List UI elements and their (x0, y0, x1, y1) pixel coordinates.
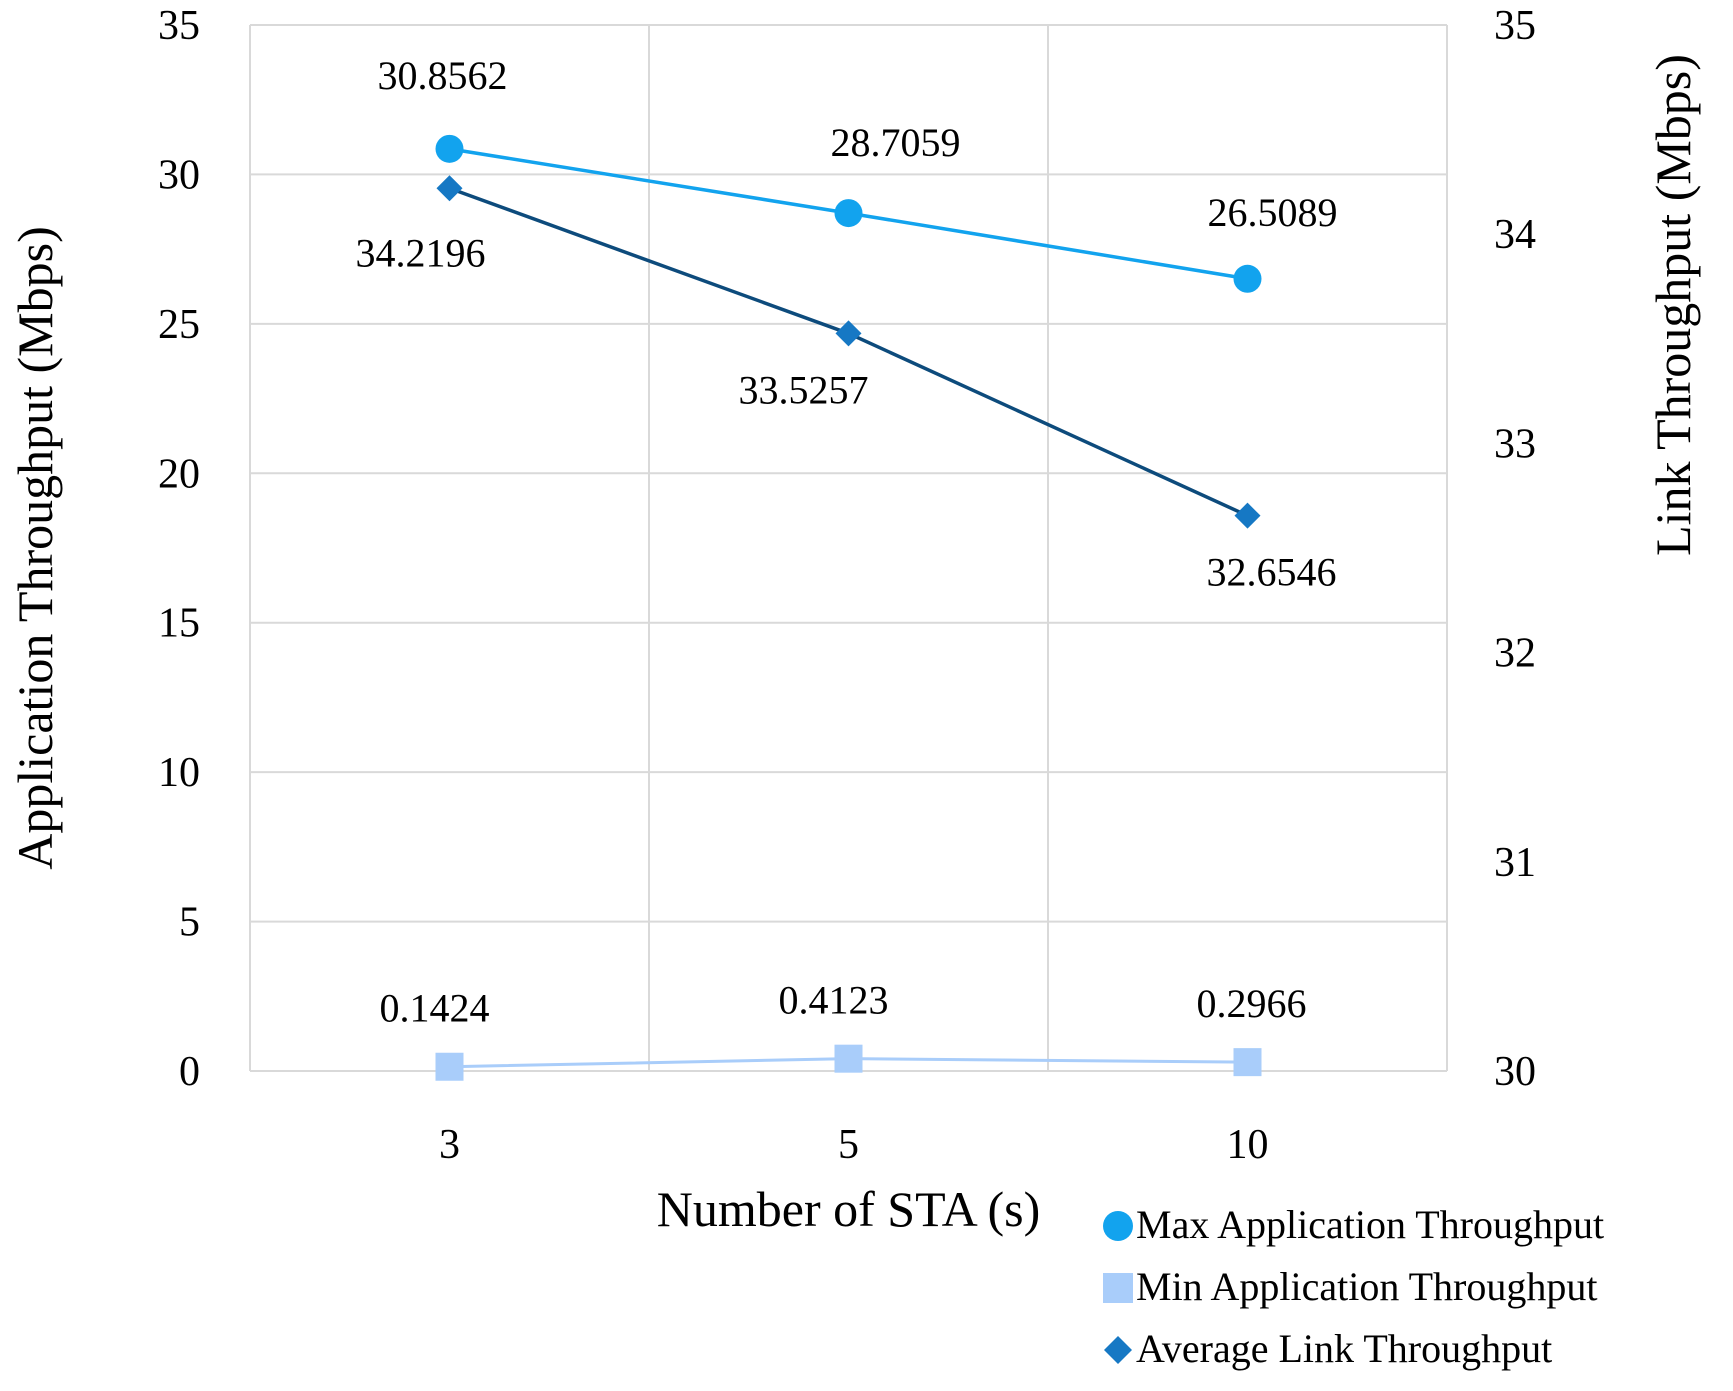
y2-tick-label: 31 (1494, 840, 1536, 886)
data-label: 0.1424 (380, 986, 490, 1031)
data-point-diamond (1234, 502, 1261, 529)
legend-label-max: Max Application Throughput (1136, 1202, 1604, 1247)
data-label: 33.5257 (739, 367, 869, 412)
data-point-circle (834, 199, 863, 228)
legend-item-min: Min Application Throughput (1103, 1264, 1597, 1309)
y2-tick-label: 34 (1494, 212, 1536, 258)
series-line-2 (448, 186, 1249, 518)
markers (435, 134, 1262, 1081)
legend-circle-marker (1103, 1211, 1133, 1241)
data-point-square (834, 1044, 863, 1073)
data-label: 28.7059 (831, 120, 961, 165)
y-tick-label: 30 (158, 152, 200, 198)
data-point-circle (1233, 264, 1262, 293)
data-label: 26.5089 (1208, 190, 1338, 235)
y2-axis-title: Link Throughput (Mbps) (1645, 54, 1701, 556)
y-tick-label: 20 (158, 451, 200, 497)
y-tick-label: 35 (158, 3, 200, 49)
data-point-circle (435, 134, 464, 163)
data-label: 34.2196 (356, 230, 486, 275)
legend-square-marker (1103, 1273, 1133, 1303)
data-point-diamond (436, 175, 463, 202)
data-point-square (1233, 1048, 1262, 1077)
data-label: 0.4123 (779, 978, 889, 1023)
legend-item-max: Max Application Throughput (1103, 1202, 1604, 1247)
gridlines (249, 24, 1448, 1072)
data-point-diamond (835, 320, 862, 347)
y2-tick-label: 32 (1494, 631, 1536, 677)
series-lines (448, 147, 1249, 1069)
legend-label-avg-link: Average Link Throughput (1136, 1326, 1552, 1371)
x-tick-label: 10 (1227, 1122, 1269, 1168)
y-tick-label: 0 (179, 1049, 200, 1095)
x-axis-title: Number of STA (s) (657, 1181, 1040, 1237)
data-label: 30.8562 (378, 53, 508, 98)
y2-tick-label: 33 (1494, 421, 1536, 467)
y2-tick-label: 35 (1494, 3, 1536, 49)
y-tick-label: 15 (158, 601, 200, 647)
legend: Max Application Throughput Min Applicati… (1103, 1202, 1604, 1371)
x-tick-label: 3 (439, 1122, 460, 1168)
legend-label-min: Min Application Throughput (1136, 1264, 1597, 1309)
y-tick-label: 5 (179, 900, 200, 946)
y2-tick-label: 30 (1494, 1049, 1536, 1095)
y-tick-label: 10 (158, 750, 200, 796)
data-point-square (435, 1052, 464, 1081)
legend-diamond-marker (1104, 1336, 1132, 1364)
data-label: 0.2966 (1197, 981, 1307, 1026)
data-label: 32.6546 (1207, 550, 1337, 595)
x-tick-label: 5 (838, 1122, 859, 1168)
y-tick-label: 25 (158, 302, 200, 348)
legend-item-avg-link: Average Link Throughput (1104, 1326, 1552, 1371)
data-labels: 30.8562 28.7059 26.5089 0.1424 0.4123 0.2966 3… (356, 53, 1338, 1031)
y-axis-title: Application Throughput (Mbps) (7, 226, 63, 869)
